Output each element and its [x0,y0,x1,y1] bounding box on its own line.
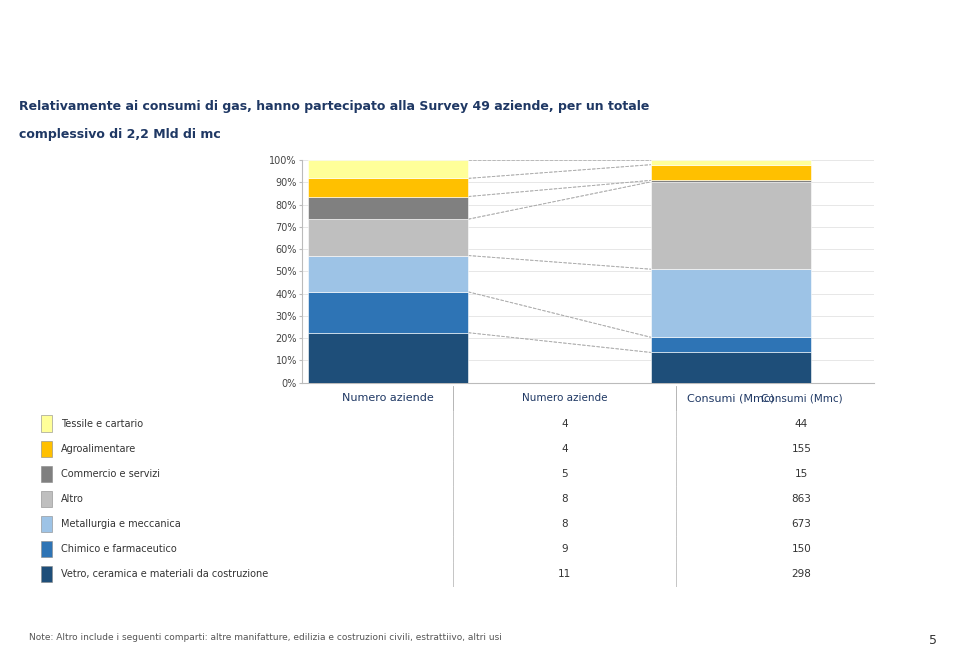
Text: Tessile e cartario: Tessile e cartario [61,419,143,428]
Text: 5: 5 [929,634,937,647]
Text: Ripartizione delle aziende per comparto industriale di appartenenza – gas: Ripartizione delle aziende per comparto … [234,152,726,165]
Bar [308,160,468,179]
Bar [308,256,468,292]
Text: Arthur D Little: Arthur D Little [14,19,184,39]
Text: Note: Altro include i seguenti comparti: altre manifatture, edilizia e costruzio: Note: Altro include i seguenti comparti:… [29,633,502,642]
Text: Metallurgia e meccanica: Metallurgia e meccanica [61,519,181,529]
Bar [308,179,468,197]
Text: – Campione (gas) ripartito per comparto industriale: – Campione (gas) ripartito per comparto … [123,70,414,80]
Text: 863: 863 [791,494,811,504]
Bar [651,181,811,182]
Text: 1: 1 [12,70,20,80]
Bar [40,441,53,456]
Text: 11: 11 [558,569,571,579]
Text: Consumi (Mmc): Consumi (Mmc) [760,394,842,404]
Text: Chimico e farmaceutico: Chimico e farmaceutico [61,544,177,554]
Text: Numero aziende: Numero aziende [522,394,608,404]
Text: 9: 9 [562,544,568,554]
Bar [308,197,468,219]
Bar [40,541,53,557]
Text: 150: 150 [792,544,811,554]
Bar [40,490,53,507]
Text: Numero aziende: Numero aziende [342,394,434,404]
Text: 673: 673 [791,519,811,529]
Text: Altro: Altro [61,494,84,504]
Bar [651,337,811,353]
Text: 4: 4 [562,419,568,428]
Bar [40,415,53,432]
Text: 44: 44 [795,419,808,428]
Bar [40,516,53,532]
Text: 298: 298 [791,569,811,579]
Bar [651,353,811,383]
Text: 15: 15 [795,469,808,479]
Text: 155: 155 [791,443,811,454]
Bar [651,160,811,165]
Text: 8: 8 [562,494,568,504]
Text: Agroalimentare: Agroalimentare [61,443,136,454]
Bar [40,466,53,482]
Text: 5: 5 [562,469,568,479]
Text: Vetro, ceramica e materiali da costruzione: Vetro, ceramica e materiali da costruzio… [61,569,269,579]
Text: complessivo di 2,2 Mld di mc: complessivo di 2,2 Mld di mc [19,128,221,141]
Bar [651,269,811,337]
Bar [40,566,53,582]
Text: Consumi (Mmc): Consumi (Mmc) [687,394,775,404]
Text: 4: 4 [562,443,568,454]
Bar [308,333,468,383]
Text: 8: 8 [562,519,568,529]
Text: Sintesi dell’Indagine: Sintesi dell’Indagine [29,70,156,80]
Text: Relativamente ai consumi di gas, hanno partecipato alla Survey 49 aziende, per u: Relativamente ai consumi di gas, hanno p… [19,100,649,113]
Text: Commercio e servizi: Commercio e servizi [61,469,160,479]
Bar [651,182,811,269]
Bar [651,165,811,181]
Bar [308,292,468,333]
Bar [308,219,468,256]
